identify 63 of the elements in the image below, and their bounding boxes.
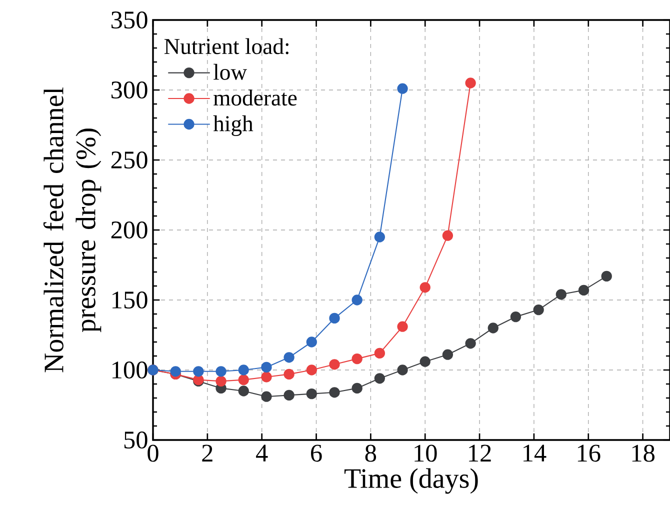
- point: [352, 294, 362, 306]
- y-tick-label: 100: [112, 361, 148, 379]
- point: [352, 353, 362, 364]
- point: [284, 352, 294, 363]
- y-tick-label: 50: [124, 431, 148, 449]
- point: [510, 311, 522, 322]
- point: [306, 364, 317, 376]
- point: [397, 83, 408, 94]
- point: [216, 366, 226, 377]
- y-tick-label: 200: [111, 221, 148, 239]
- point: [306, 388, 317, 400]
- point: [261, 391, 272, 402]
- point: [465, 338, 476, 349]
- point: [374, 348, 386, 359]
- point: [238, 386, 249, 396]
- x-tick-label: 8: [365, 444, 376, 462]
- x-tick-label: 16: [578, 444, 600, 462]
- point: [556, 289, 566, 300]
- point: [578, 284, 590, 296]
- point: [284, 368, 294, 380]
- point: [488, 322, 498, 334]
- point: [374, 232, 386, 242]
- point: [533, 304, 544, 316]
- point: [601, 270, 612, 282]
- legend-title: Nutrient load:: [164, 38, 288, 54]
- y-tick-label: 350: [112, 11, 148, 29]
- point: [170, 366, 181, 377]
- point: [352, 382, 362, 394]
- x-tick-label: 18: [632, 444, 654, 462]
- legend-label: high: [213, 115, 254, 136]
- point: [284, 390, 294, 401]
- point: [420, 282, 430, 293]
- point: [442, 230, 454, 241]
- x-tick-label: 10: [414, 444, 437, 462]
- point: [193, 366, 204, 377]
- x-tick-label: 14: [524, 444, 546, 462]
- point: [216, 376, 226, 387]
- legend-label: moderate: [214, 90, 297, 106]
- x-tick-label: 2: [202, 444, 212, 462]
- point: [329, 312, 340, 324]
- point: [397, 321, 408, 332]
- point: [329, 359, 340, 370]
- x-tick-label: 6: [311, 444, 322, 462]
- x-tick-label: 0: [148, 444, 158, 462]
- y-tick-label: 300: [112, 81, 148, 99]
- point: [306, 336, 317, 348]
- x-tick-label: 4: [256, 444, 268, 462]
- y-tick-label: 250: [111, 151, 148, 169]
- point: [261, 372, 272, 382]
- point: [465, 78, 476, 88]
- point: [374, 373, 386, 384]
- point: [238, 374, 249, 386]
- point: [329, 387, 340, 398]
- x-axis-title: Time (days): [344, 468, 478, 494]
- y-axis-title: Normalized feed channel pressure drop (%): [43, 88, 102, 372]
- legend-label: low: [214, 64, 247, 80]
- point: [442, 349, 454, 360]
- x-tick-label: 12: [469, 444, 491, 462]
- point: [238, 364, 249, 376]
- point: [397, 364, 408, 376]
- point: [261, 362, 272, 373]
- y-tick-label: 150: [112, 291, 148, 309]
- point: [420, 356, 430, 367]
